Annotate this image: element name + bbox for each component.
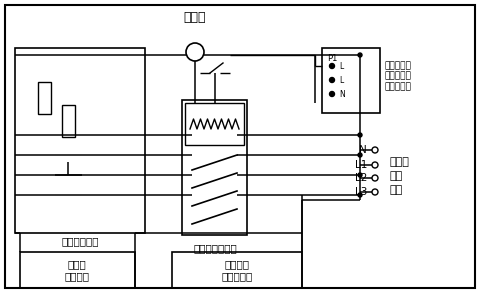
Circle shape: [357, 173, 361, 177]
Bar: [20, 252, 135, 288]
Bar: [321, 48, 379, 113]
Circle shape: [371, 147, 377, 153]
Circle shape: [357, 193, 361, 197]
Text: 组合式
多子插座: 组合式 多子插座: [64, 259, 89, 281]
Text: 接三相: 接三相: [389, 157, 409, 167]
Text: L: L: [338, 62, 343, 71]
Bar: [185, 103, 243, 145]
Text: L2: L2: [354, 173, 366, 183]
Text: 插头: 插头: [389, 185, 402, 195]
Circle shape: [371, 189, 377, 195]
Bar: [181, 100, 247, 235]
Text: L: L: [338, 76, 343, 84]
Bar: [172, 252, 301, 288]
Bar: [62, 105, 75, 137]
Circle shape: [329, 78, 334, 83]
Text: 四线: 四线: [389, 171, 402, 181]
Bar: [38, 82, 51, 114]
Text: N: N: [359, 145, 366, 155]
Circle shape: [371, 175, 377, 181]
Text: 人体感应与
无线接收人
及控制总成: 人体感应与 无线接收人 及控制总成: [384, 61, 411, 91]
Circle shape: [357, 53, 361, 57]
Text: L3: L3: [354, 187, 366, 197]
Circle shape: [357, 153, 361, 157]
Circle shape: [329, 64, 334, 69]
Circle shape: [329, 91, 334, 96]
Text: N: N: [338, 89, 344, 98]
Text: 指标灯: 指标灯: [183, 11, 206, 23]
Circle shape: [371, 162, 377, 168]
Text: 三相交线接触器: 三相交线接触器: [193, 243, 236, 253]
Bar: [15, 48, 144, 233]
Text: 三相四线插座: 三相四线插座: [61, 236, 98, 246]
Circle shape: [357, 133, 361, 137]
Text: 常用插头
插座组合板: 常用插头 插座组合板: [221, 259, 252, 281]
Text: L1: L1: [354, 160, 366, 170]
Circle shape: [186, 43, 204, 61]
Text: P1: P1: [326, 54, 336, 63]
